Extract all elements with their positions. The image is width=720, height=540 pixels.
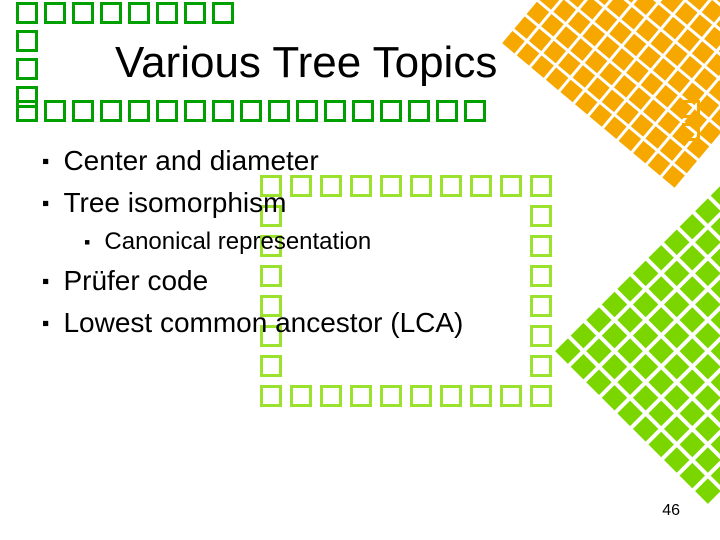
bullet-text: Canonical representation <box>104 228 371 256</box>
decoration-orange-outline <box>682 100 700 141</box>
bullet-text: Prüfer code <box>63 265 208 297</box>
slide: Various Tree Topics Center and diameter … <box>0 0 720 540</box>
slide-content: Center and diameter Tree isomorphism Can… <box>42 145 642 348</box>
bullet-sub-item: Canonical representation <box>84 228 642 257</box>
bullet-item: Lowest common ancestor (LCA) <box>42 307 642 341</box>
bullet-item: Tree isomorphism <box>42 187 642 221</box>
slide-title: Various Tree Topics <box>115 38 497 88</box>
bullet-item: Center and diameter <box>42 145 642 179</box>
decoration-green-under-title <box>16 100 486 122</box>
bullet-text: Tree isomorphism <box>63 187 286 219</box>
decoration-green-top <box>16 2 234 24</box>
bullet-text: Center and diameter <box>63 145 318 177</box>
bullet-item: Prüfer code <box>42 265 642 299</box>
page-number: 46 <box>662 502 680 520</box>
decoration-green-left <box>16 30 38 108</box>
bullet-text: Lowest common ancestor (LCA) <box>63 307 463 339</box>
